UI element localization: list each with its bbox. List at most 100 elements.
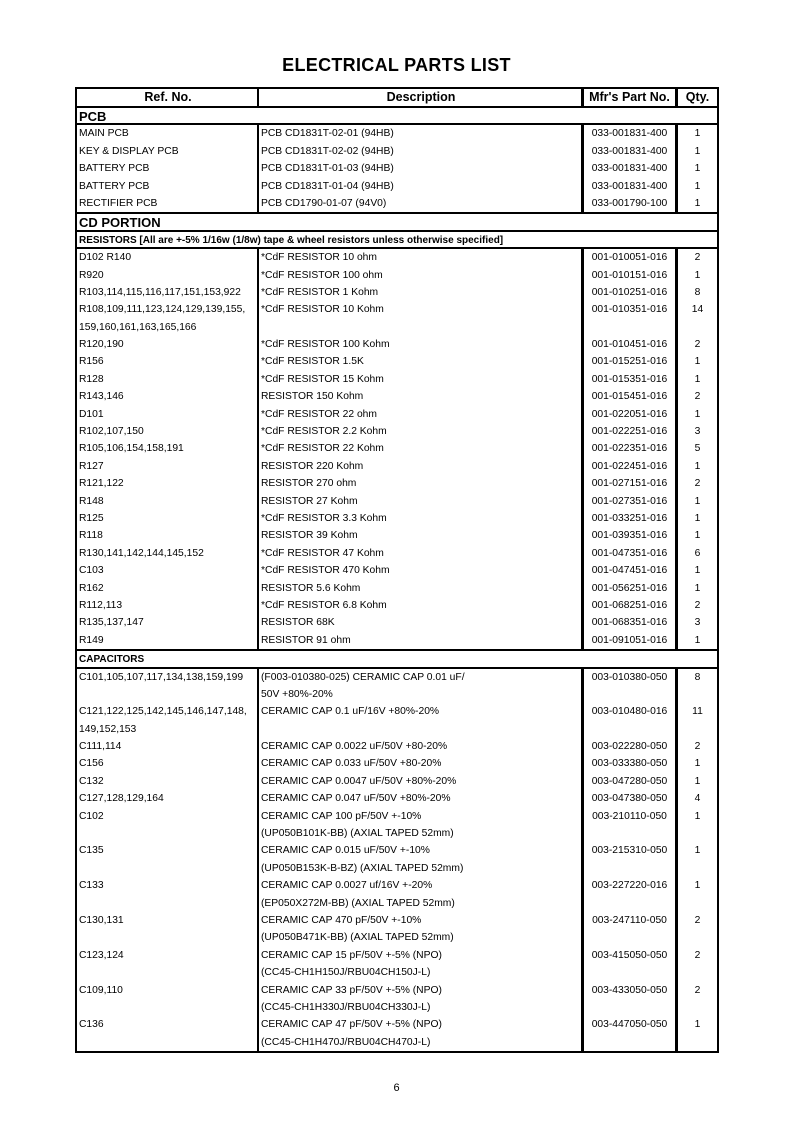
ref-line: RECTIFIER PCB [79, 197, 158, 209]
qty: 1 [694, 530, 701, 542]
description-cell: CERAMIC CAP 33 pF/50V +-5% (NPO) (CC45-CH… [259, 981, 584, 1017]
description-line: RESISTOR 150 Kohm [261, 391, 364, 403]
ref-cell: C133 [77, 877, 259, 912]
ref-cell: R105,106,154,158,191 [77, 440, 259, 458]
ref-cell: R135,137,147 [77, 614, 259, 632]
description-line: PCB CD1831T-01-03 (94HB) [261, 163, 394, 175]
part-no: 001-010151-016 [591, 269, 668, 281]
table-row: R149 RESISTOR 91 ohm 001-091051-016 1 [77, 631, 717, 652]
part-no-cell: 003-010380-050 [584, 668, 678, 704]
qty: 1 [694, 408, 701, 420]
description-line: *CdF RESISTOR 100 Kohm [261, 339, 390, 351]
table-row: C156 CERAMIC CAP 0.033 uF/50V +80-20% 00… [77, 755, 717, 773]
qty-cell: 8 [678, 669, 717, 704]
qty: 1 [694, 197, 701, 209]
table-row: R128 *CdF RESISTOR 15 Kohm 001-015351-01… [77, 370, 717, 389]
part-no: 001-039351-016 [591, 530, 668, 542]
description-cell: CERAMIC CAP 0.033 uF/50V +80-20% [259, 755, 584, 773]
description-line: RESISTOR 39 Kohm [261, 530, 358, 542]
part-no: 001-022451-016 [591, 460, 668, 472]
ref-line: R121,122 [79, 478, 124, 490]
qty-cell: 1 [678, 510, 717, 527]
page-title: ELECTRICAL PARTS LIST [282, 55, 511, 75]
description-line: RESISTOR 5.6 Kohm [261, 582, 361, 594]
description-line: CERAMIC CAP 100 pF/50V +-10% [261, 810, 422, 822]
header-description: Description [259, 89, 584, 106]
qty: 2 [694, 949, 701, 961]
ref-cell: R143,146 [77, 388, 259, 406]
description-line: CERAMIC CAP 0.015 uF/50V +-10% [261, 845, 430, 857]
qty-cell: 3 [678, 614, 717, 631]
description-line: CERAMIC CAP 0.1 uF/16V +80%-20% [261, 706, 440, 718]
part-no: 003-415050-050 [591, 949, 668, 961]
ref-cell: RECTIFIER PCB [77, 194, 259, 213]
qty: 1 [694, 163, 701, 175]
qty-cell: 1 [678, 493, 717, 510]
part-no: 003-247110-050 [592, 914, 667, 926]
ref-line: KEY & DISPLAY PCB [79, 145, 179, 157]
description-line: RESISTOR 220 Kohm [261, 460, 364, 472]
part-no: 001-068251-016 [591, 599, 668, 611]
qty-cell: 3 [678, 423, 717, 440]
ref-cell: R125 [77, 509, 259, 528]
section-heading: CD PORTION [77, 214, 717, 232]
ref-cell: R121,122 [77, 475, 259, 493]
ref-line: 149,152,153 [79, 723, 137, 735]
qty-cell: 2 [678, 336, 717, 353]
description-cell: CERAMIC CAP 15 pF/50V +-5% (NPO) (CC45-CH… [259, 946, 584, 982]
description-cell: PCB CD1831T-02-01 (94HB) [259, 125, 584, 143]
ref-line: C133 [79, 880, 104, 892]
part-no: 003-447050-050 [591, 1019, 668, 1031]
qty: 1 [694, 758, 701, 770]
description-cell: CERAMIC CAP 0.1 uF/16V +80%-20% [259, 703, 584, 739]
part-no-cell: 033-001831-400 [584, 177, 678, 195]
qty: 1 [694, 845, 701, 857]
part-no-cell: 003-227220-016 [584, 877, 678, 912]
part-no-cell: 001-047351-016 [584, 544, 678, 563]
ref-line: C156 [79, 758, 104, 770]
table-row: R135,137,147 RESISTOR 68K 001-068351-016… [77, 614, 717, 632]
description-line: *CdF RESISTOR 22 Kohm [261, 443, 384, 455]
part-no-cell: 001-010151-016 [584, 266, 678, 284]
part-no: 001-033251-016 [591, 512, 668, 524]
part-no: 003-010480-016 [591, 706, 668, 718]
part-no-cell: 001-010451-016 [584, 336, 678, 354]
qty: 2 [694, 252, 701, 264]
table-row: R156 *CdF RESISTOR 1.5K 001-015251-016 1 [77, 353, 717, 371]
description-line: *CdF RESISTOR 470 Kohm [261, 565, 390, 577]
ref-line: C136 [79, 1019, 104, 1031]
table-row: C101,105,107,117,134,138,159,199 (F003-0… [77, 668, 717, 704]
description-line: CERAMIC CAP 0.0022 uF/50V +80-20% [261, 741, 448, 753]
part-no-cell: 001-068351-016 [584, 614, 678, 632]
table-row: R102,107,150 *CdF RESISTOR 2.2 Kohm 001-… [77, 423, 717, 441]
ref-line: C103 [79, 565, 104, 577]
table-row: C111,114 CERAMIC CAP 0.0022 uF/50V +80-2… [77, 738, 717, 756]
description-line: *CdF RESISTOR 22 ohm [261, 408, 377, 420]
qty: 3 [694, 426, 701, 438]
part-no-cell: 001-022051-016 [584, 405, 678, 424]
qty: 1 [694, 512, 701, 524]
ref-line: R128 [79, 373, 104, 385]
part-no: 033-001831-400 [591, 163, 668, 175]
ref-cell: C123,124 [77, 946, 259, 982]
qty: 1 [694, 880, 701, 892]
qty: 2 [694, 339, 701, 351]
part-no: 003-033380-050 [591, 758, 668, 770]
description-line: (CC45-CH1H470J/RBU04CH470J-L) [261, 1036, 431, 1048]
table-body: PCB MAIN PCB PCB CD1831T-02-01 (94HB) 03… [77, 108, 717, 1052]
ref-line: C135 [79, 845, 104, 857]
qty: 1 [694, 269, 701, 281]
description-line: CERAMIC CAP 470 pF/50V +-10% [261, 914, 422, 926]
table-row: R143,146 RESISTOR 150 Kohm 001-015451-01… [77, 388, 717, 406]
part-no: 003-022280-050 [591, 741, 668, 753]
part-no-cell: 003-215310-050 [584, 842, 678, 878]
qty: 2 [694, 741, 701, 753]
table-row: R162 RESISTOR 5.6 Kohm 001-056251-016 1 [77, 579, 717, 597]
qty-cell: 1 [678, 458, 717, 475]
table-row: C136 CERAMIC CAP 47 pF/50V +-5% (NPO) (CC… [77, 1016, 717, 1052]
ref-line: R149 [79, 634, 104, 646]
ref-cell: C127,128,129,164 [77, 790, 259, 808]
ref-cell: C111,114 [77, 738, 259, 756]
ref-cell: C135 [77, 842, 259, 878]
description-line: 50V +80%-20% [261, 688, 333, 700]
